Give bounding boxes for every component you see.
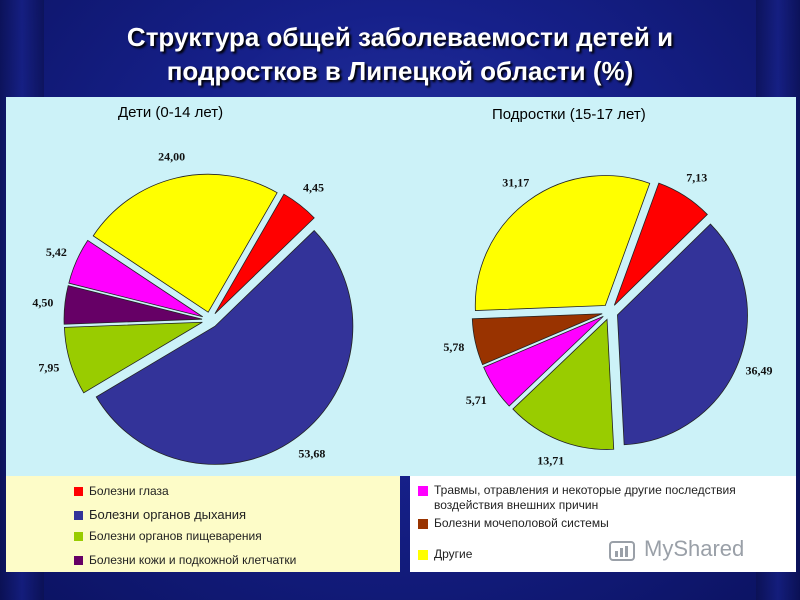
legend-label: Травмы, отравления и некоторые другие по… <box>434 483 736 497</box>
slice-value-label: 4,45 <box>303 181 324 195</box>
legend-item-respiratory: Болезни органов дыхания <box>74 507 246 522</box>
pie-slice <box>617 223 748 446</box>
pie-slice <box>68 239 203 318</box>
legend-swatch <box>74 511 83 521</box>
legend-item-eye: Болезни глаза <box>74 484 169 498</box>
slice-value-label: 13,71 <box>537 454 564 468</box>
legend-label: Болезни органов пищеварения <box>89 529 262 543</box>
legend-item-other: Другие <box>418 547 472 561</box>
myshared-logo-icon <box>609 541 635 561</box>
slice-value-label: 7,13 <box>686 171 707 185</box>
pie-slice <box>64 321 203 394</box>
watermark-text: MyShared <box>644 536 745 561</box>
legend-item-digestive: Болезни органов пищеварения <box>74 529 262 543</box>
pie-slice <box>214 193 315 314</box>
legend-label-line2: воздействия внешних причин <box>434 498 599 512</box>
legend-label: Болезни органов дыхания <box>89 507 247 522</box>
chart-title-teens: Подростки (15-17 лет) <box>492 106 646 123</box>
legend-label: Болезни глаза <box>89 484 169 498</box>
legend-item-skin: Болезни кожи и подкожной клетчатки <box>74 553 296 567</box>
pie-slice <box>483 316 604 407</box>
slide-title: Структура общей заболеваемости детей и п… <box>126 22 674 86</box>
legend-swatch <box>74 487 83 497</box>
legend-label: Другие <box>434 547 473 561</box>
pie-slice <box>63 285 203 325</box>
pie-children: 4,45 53,68 7,95 4,50 5,42 24,00 <box>32 149 354 465</box>
pie-slice <box>92 173 278 313</box>
chart-title-children: Дети (0-14 лет) <box>118 104 224 121</box>
slice-value-label: 36,49 <box>746 363 773 377</box>
legend-swatch <box>74 556 83 566</box>
legend-label: Болезни мочеполовой системы <box>434 516 609 530</box>
pie-slice <box>474 175 651 311</box>
legend-swatch <box>418 549 428 560</box>
slice-value-label: 53,68 <box>298 447 325 461</box>
legend-swatch <box>74 532 83 542</box>
pie-slice <box>613 182 708 306</box>
legend-swatch <box>418 485 428 496</box>
pie-teens: 7,13 36,49 13,71 5,71 5,78 31,17 <box>443 171 772 468</box>
legend-item-urogenital: Болезни мочеполовой системы <box>418 516 609 530</box>
slice-value-label: 24,00 <box>158 149 185 163</box>
legend-left: Болезни глаза Болезни органов дыхания Бо… <box>6 476 400 572</box>
legend-label: Болезни кожи и подкожной клетчатки <box>89 553 297 567</box>
slice-value-label: 5,71 <box>466 393 487 407</box>
pie-slice <box>95 229 354 465</box>
legend-swatch <box>418 518 428 529</box>
pie-slice <box>512 318 615 450</box>
legend-right: Травмы, отравления и некоторые другие по… <box>410 476 796 572</box>
slice-value-label: 4,50 <box>32 295 53 309</box>
slice-value-label: 31,17 <box>502 176 529 190</box>
slice-value-label: 7,95 <box>38 360 59 374</box>
pie-slice <box>471 313 603 366</box>
slice-value-label: 5,42 <box>46 245 67 259</box>
legend-item-injuries: Травмы, отравления и некоторые другие по… <box>418 483 736 513</box>
slice-value-label: 5,78 <box>443 340 464 354</box>
